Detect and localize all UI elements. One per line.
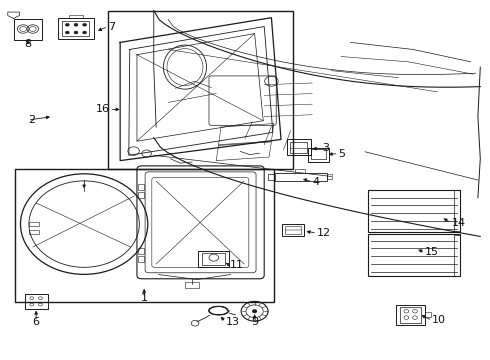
Bar bbox=[290, 141, 307, 153]
Bar bbox=[58, 18, 94, 39]
Text: 8: 8 bbox=[24, 39, 31, 49]
Circle shape bbox=[83, 31, 87, 34]
Bar bbox=[287, 139, 311, 155]
Bar bbox=[62, 21, 89, 36]
Text: 10: 10 bbox=[432, 315, 446, 325]
Bar bbox=[185, 282, 199, 288]
Bar bbox=[29, 230, 39, 234]
Text: 3: 3 bbox=[322, 143, 329, 153]
Bar bbox=[454, 235, 460, 276]
Bar bbox=[202, 253, 225, 265]
Text: 6: 6 bbox=[33, 317, 40, 327]
Text: 1: 1 bbox=[141, 293, 147, 303]
Bar bbox=[138, 192, 144, 198]
Bar bbox=[138, 184, 144, 190]
Bar bbox=[15, 170, 274, 302]
Bar bbox=[368, 190, 460, 232]
Bar bbox=[400, 307, 421, 323]
Circle shape bbox=[83, 23, 87, 26]
Text: 2: 2 bbox=[28, 115, 35, 125]
Bar bbox=[138, 248, 144, 254]
Text: 5: 5 bbox=[339, 149, 345, 158]
Circle shape bbox=[74, 23, 78, 26]
Bar bbox=[327, 174, 332, 179]
Text: 4: 4 bbox=[312, 177, 319, 187]
Bar bbox=[69, 15, 83, 18]
Bar bbox=[368, 234, 460, 276]
Bar bbox=[308, 148, 329, 162]
Text: 12: 12 bbox=[317, 228, 331, 238]
Bar bbox=[311, 149, 326, 159]
Text: 9: 9 bbox=[251, 317, 258, 327]
Circle shape bbox=[65, 23, 69, 26]
Bar bbox=[138, 256, 144, 262]
Text: 13: 13 bbox=[226, 317, 240, 327]
Circle shape bbox=[65, 31, 69, 34]
Bar bbox=[29, 222, 39, 226]
Text: 11: 11 bbox=[230, 260, 244, 270]
Bar bbox=[108, 11, 293, 170]
Circle shape bbox=[74, 31, 78, 34]
Bar bbox=[282, 224, 304, 236]
Text: 7: 7 bbox=[108, 22, 115, 32]
Bar bbox=[198, 251, 229, 267]
Text: 16: 16 bbox=[96, 104, 110, 114]
Bar bbox=[285, 226, 301, 234]
Text: 15: 15 bbox=[425, 247, 439, 257]
Bar bbox=[24, 294, 48, 310]
Text: 14: 14 bbox=[451, 218, 466, 228]
Bar bbox=[14, 19, 42, 40]
Bar bbox=[454, 190, 460, 231]
Bar bbox=[425, 312, 431, 316]
Bar bbox=[396, 305, 425, 325]
Circle shape bbox=[252, 310, 257, 313]
Bar bbox=[274, 173, 327, 181]
Bar bbox=[268, 174, 275, 180]
